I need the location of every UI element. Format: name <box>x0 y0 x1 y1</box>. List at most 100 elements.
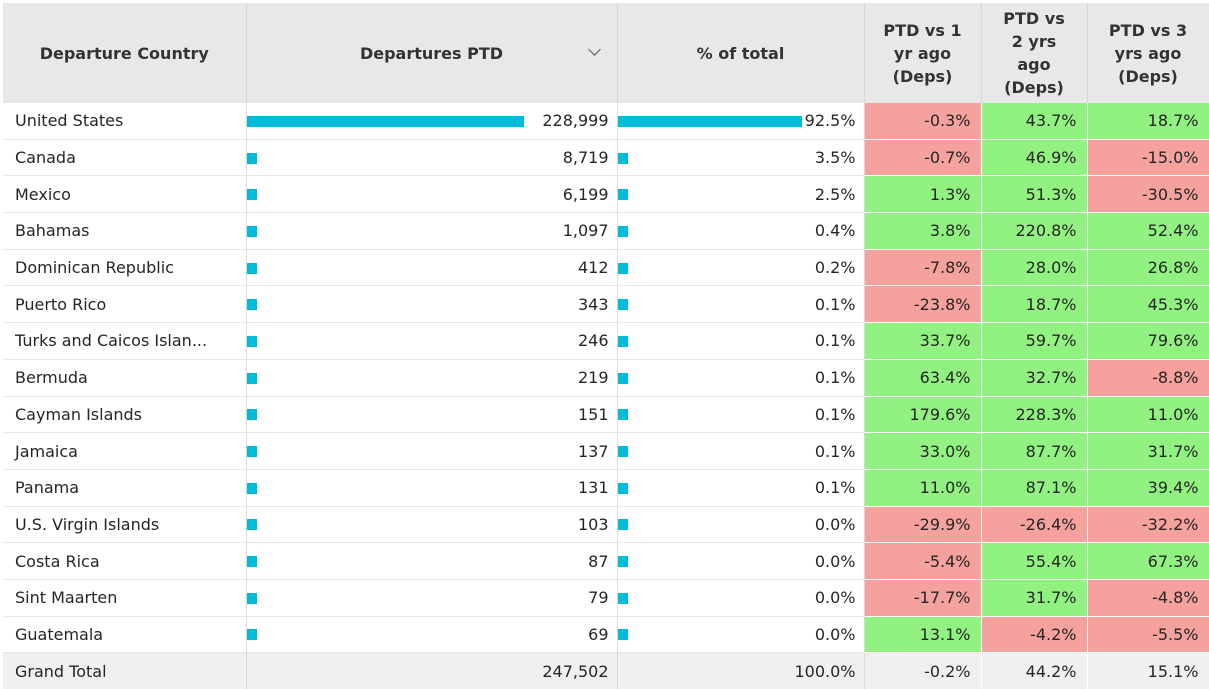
vs1-cell: -7.8% <box>864 249 982 287</box>
chevron-down-icon[interactable] <box>587 43 601 56</box>
column-header-label: Departures PTD <box>359 43 504 63</box>
pct-value: 92.5% <box>804 111 856 131</box>
pct-value: 0.1% <box>814 441 856 461</box>
departures-value: 6,199 <box>562 184 609 204</box>
departures-value: 343 <box>577 294 609 314</box>
departures-bar <box>246 115 524 127</box>
table-row[interactable]: U.S. Virgin Islands 103 0.0% -29.9% -26.4% -3… <box>3 506 1209 544</box>
table-row[interactable]: Mexico 6,199 2.5% 1.3% 51.3% -30.5% <box>3 175 1209 214</box>
table-row[interactable]: Canada 8,719 3.5% -0.7% 46.9% -15.0% <box>3 139 1209 177</box>
pct-bar <box>617 115 802 127</box>
departures-cell: 103 <box>246 506 618 544</box>
column-header-departures[interactable]: Departures PTD <box>246 3 618 103</box>
departures-cell: 87 <box>246 542 618 580</box>
pct-cell: 2.5% <box>617 175 865 214</box>
vs2-cell: 28.0% <box>981 249 1088 287</box>
country-cell: Cayman Islands <box>3 396 247 434</box>
vs2-cell: 43.7% <box>981 103 1088 140</box>
pct-bar <box>617 262 628 274</box>
table-row[interactable]: Dominican Republic 412 0.2% -7.8% 28.0% 26.8% <box>3 249 1209 287</box>
country-cell: Bermuda <box>3 359 247 397</box>
table-row[interactable]: Jamaica 137 0.1% 33.0% 87.7% 31.7% <box>3 432 1209 470</box>
pct-bar <box>617 482 628 494</box>
country-cell: Sint Maarten <box>3 579 247 617</box>
pct-cell: 0.2% <box>617 249 865 287</box>
table-row[interactable]: Panama 131 0.1% 11.0% 87.1% 39.4% <box>3 469 1209 507</box>
pct-bar <box>617 592 628 604</box>
column-header-vs2[interactable]: PTD vs 2 yrs ago (Deps) <box>981 3 1088 103</box>
departures-bar <box>246 482 257 494</box>
vs3-cell: 18.7% <box>1087 103 1209 140</box>
departures-value: 246 <box>577 331 609 351</box>
departures-bar <box>246 556 257 568</box>
pct-cell: 3.5% <box>617 139 865 177</box>
pct-value: 0.4% <box>814 221 856 241</box>
vs2-cell: 18.7% <box>981 285 1088 324</box>
departures-cell: 6,199 <box>246 175 618 214</box>
vs1-cell: 3.8% <box>864 212 982 250</box>
table-row[interactable]: Bahamas 1,097 0.4% 3.8% 220.8% 52.4% <box>3 212 1209 250</box>
vs2-cell: 55.4% <box>981 542 1088 580</box>
pct-cell: 0.1% <box>617 432 865 470</box>
country-cell: Jamaica <box>3 432 247 470</box>
grand-total-row[interactable]: Grand Total 247,502 100.0% -0.2% 44.2% 1… <box>3 652 1209 689</box>
country-cell: Guatemala <box>3 616 247 654</box>
pct-cell: 0.0% <box>617 579 865 617</box>
pct-bar <box>617 409 628 421</box>
header-line: 2 yrs <box>1011 32 1057 51</box>
table-body: United States 228,999 92.5% -0.3% 43.7% 18.7%… <box>3 103 1209 689</box>
vs3-cell: -4.8% <box>1087 579 1209 617</box>
table-row[interactable]: Costa Rica 87 0.0% -5.4% 55.4% 67.3% <box>3 542 1209 580</box>
table-row[interactable]: Guatemala 69 0.0% 13.1% -4.2% -5.5% <box>3 616 1209 654</box>
pct-value: 0.1% <box>814 331 856 351</box>
table-row[interactable]: Cayman Islands 151 0.1% 179.6% 228.3% 11.0% <box>3 396 1209 434</box>
header-row: Departure Country Departures PTD % of to… <box>3 3 1209 103</box>
column-header-country[interactable]: Departure Country <box>3 3 247 103</box>
pct-value: 2.5% <box>814 184 856 204</box>
pct-cell: 0.1% <box>617 396 865 434</box>
vs1-cell: 33.7% <box>864 322 982 360</box>
country-cell: Canada <box>3 139 247 177</box>
header-line: ago <box>1017 55 1051 74</box>
departures-cell: 131 <box>246 469 618 507</box>
departures-bar <box>246 372 257 384</box>
vs2-cell: -26.4% <box>981 506 1088 544</box>
departures-cell: 137 <box>246 432 618 470</box>
departures-bar <box>246 446 257 458</box>
table-row[interactable]: Bermuda 219 0.1% 63.4% 32.7% -8.8% <box>3 359 1209 397</box>
departures-value: 1,097 <box>562 221 609 241</box>
header-line: (Deps) <box>892 66 953 86</box>
pct-bar <box>617 519 628 531</box>
header-line: (Deps) <box>1004 78 1064 97</box>
departures-value: 87 <box>588 551 609 571</box>
departures-value: 151 <box>577 404 609 424</box>
vs2-cell: 59.7% <box>981 322 1088 360</box>
column-header-vs1[interactable]: PTD vs 1 yr ago (Deps) <box>864 3 982 103</box>
departures-cell: 79 <box>246 579 618 617</box>
pct-cell: 92.5% <box>617 103 865 140</box>
vs2-cell: 31.7% <box>981 579 1088 617</box>
total-vs3: 15.1% <box>1087 652 1209 689</box>
vs1-cell: -0.3% <box>864 103 982 140</box>
pct-cell: 0.1% <box>617 285 865 324</box>
column-header-vs3[interactable]: PTD vs 3 yrs ago (Deps) <box>1087 3 1209 103</box>
vs1-cell: 179.6% <box>864 396 982 434</box>
departures-cell: 8,719 <box>246 139 618 177</box>
vs1-cell: 13.1% <box>864 616 982 654</box>
table-row[interactable]: United States 228,999 92.5% -0.3% 43.7% 18.7% <box>3 103 1209 140</box>
departures-bar <box>246 299 257 311</box>
pct-cell: 0.1% <box>617 469 865 507</box>
total-label: Grand Total <box>3 652 247 689</box>
header-line: PTD vs 3 <box>1108 20 1188 40</box>
vs3-cell: 52.4% <box>1087 212 1209 250</box>
column-header-pct[interactable]: % of total <box>617 3 865 103</box>
departures-bar <box>246 629 257 641</box>
country-cell: Turks and Caicos Islan... <box>3 322 247 360</box>
table-row[interactable]: Puerto Rico 343 0.1% -23.8% 18.7% 45.3% <box>3 285 1209 324</box>
table-row[interactable]: Turks and Caicos Islan... 246 0.1% 33.7% 59.… <box>3 322 1209 360</box>
vs3-cell: 45.3% <box>1087 285 1209 324</box>
table-row[interactable]: Sint Maarten 79 0.0% -17.7% 31.7% -4.8% <box>3 579 1209 617</box>
departures-cell: 412 <box>246 249 618 287</box>
header-line: yrs ago <box>1114 43 1182 63</box>
pct-value: 0.0% <box>814 514 856 534</box>
